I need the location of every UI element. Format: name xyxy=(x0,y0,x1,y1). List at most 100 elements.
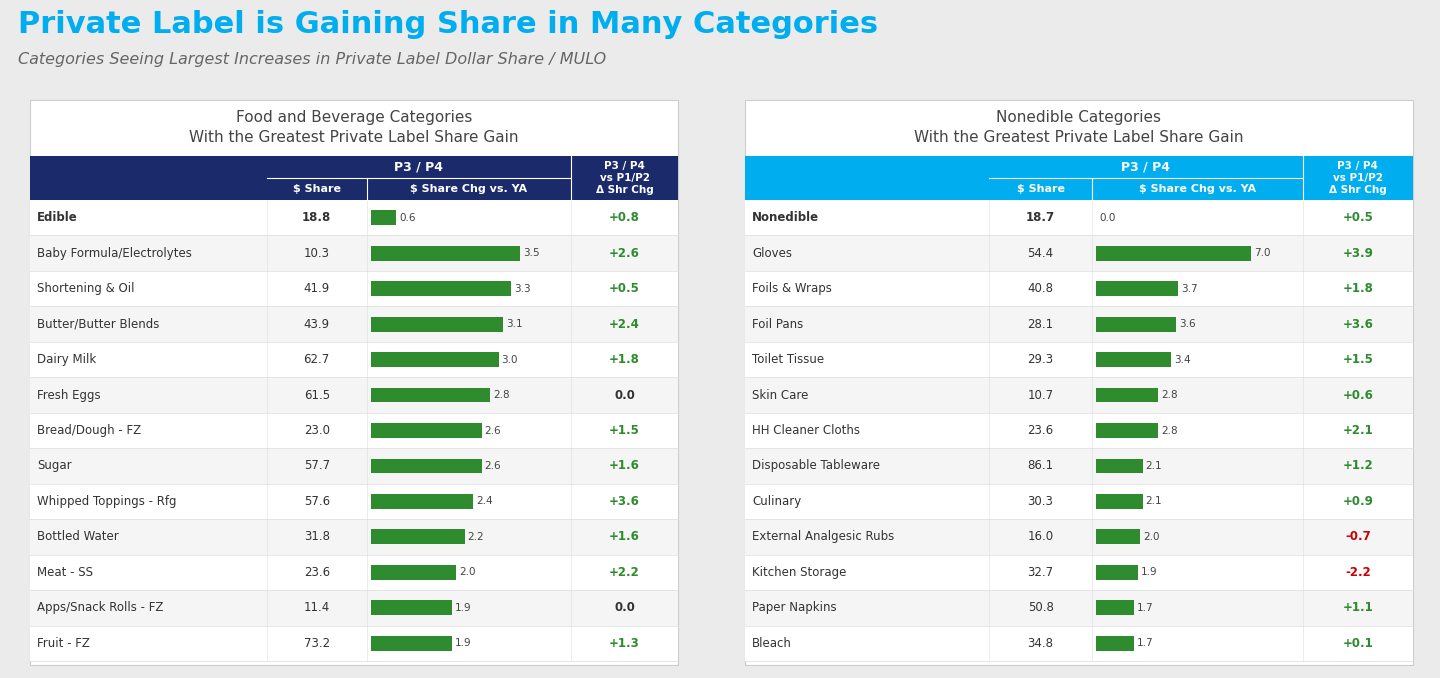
Text: Butter/Butter Blends: Butter/Butter Blends xyxy=(37,317,160,331)
Text: $ Share Chg vs. YA: $ Share Chg vs. YA xyxy=(1139,184,1256,194)
Text: 34.8: 34.8 xyxy=(1028,637,1054,650)
Bar xyxy=(744,271,1413,306)
Bar xyxy=(1096,423,1158,438)
Text: With the Greatest Private Label Share Gain: With the Greatest Private Label Share Ga… xyxy=(914,130,1244,145)
Bar xyxy=(1096,245,1251,260)
Text: +1.5: +1.5 xyxy=(609,424,639,437)
Text: +0.1: +0.1 xyxy=(1342,637,1374,650)
Text: 3.1: 3.1 xyxy=(505,319,523,329)
Text: Edible: Edible xyxy=(37,212,78,224)
Bar xyxy=(30,590,678,626)
Text: Bread/Dough - FZ: Bread/Dough - FZ xyxy=(37,424,141,437)
Bar xyxy=(1096,494,1143,509)
Bar xyxy=(30,271,678,306)
Text: 3.6: 3.6 xyxy=(1179,319,1195,329)
Text: Paper Napkins: Paper Napkins xyxy=(752,601,837,614)
Bar xyxy=(372,458,481,473)
Bar xyxy=(372,317,503,332)
Text: Sugar: Sugar xyxy=(37,460,72,473)
Text: 16.0: 16.0 xyxy=(1028,530,1054,543)
Bar xyxy=(372,352,498,367)
Bar xyxy=(372,245,520,260)
Text: 1.7: 1.7 xyxy=(1136,603,1153,613)
Text: +3.6: +3.6 xyxy=(609,495,639,508)
Bar xyxy=(30,413,678,448)
Text: +1.6: +1.6 xyxy=(609,530,639,543)
Text: 18.7: 18.7 xyxy=(1027,212,1056,224)
Text: Kitchen Storage: Kitchen Storage xyxy=(752,566,847,579)
Text: 2.8: 2.8 xyxy=(1161,390,1178,400)
Text: P3 / P4
vs P1/P2
Δ Shr Chg: P3 / P4 vs P1/P2 Δ Shr Chg xyxy=(1329,161,1387,195)
Bar xyxy=(30,483,678,519)
Text: 2.0: 2.0 xyxy=(459,567,475,578)
Text: +1.1: +1.1 xyxy=(1342,601,1374,614)
Text: 23.6: 23.6 xyxy=(1028,424,1054,437)
Text: +1.6: +1.6 xyxy=(609,460,639,473)
Text: +1.5: +1.5 xyxy=(1342,353,1374,366)
Bar xyxy=(744,100,1413,665)
Bar xyxy=(744,483,1413,519)
Bar xyxy=(1096,530,1140,544)
Text: 1.9: 1.9 xyxy=(455,638,471,648)
Text: 2.0: 2.0 xyxy=(1143,532,1161,542)
Bar xyxy=(30,342,678,378)
Text: Foil Pans: Foil Pans xyxy=(752,317,804,331)
Text: 54.4: 54.4 xyxy=(1028,247,1054,260)
Bar xyxy=(372,281,511,296)
Text: 10.3: 10.3 xyxy=(304,247,330,260)
Bar xyxy=(1096,352,1171,367)
Bar xyxy=(372,636,452,651)
Bar xyxy=(744,413,1413,448)
Text: Toilet Tissue: Toilet Tissue xyxy=(752,353,824,366)
Text: Disposable Tableware: Disposable Tableware xyxy=(752,460,880,473)
Text: 2.8: 2.8 xyxy=(1161,426,1178,435)
Bar xyxy=(744,306,1413,342)
Bar xyxy=(1096,565,1138,580)
Text: 40.8: 40.8 xyxy=(1028,282,1054,295)
Text: Categories Seeing Largest Increases in Private Label Dollar Share / MULO: Categories Seeing Largest Increases in P… xyxy=(17,52,606,67)
Bar xyxy=(744,378,1413,413)
Text: 0.0: 0.0 xyxy=(1099,213,1116,223)
Bar xyxy=(372,423,481,438)
Text: -0.7: -0.7 xyxy=(1345,530,1371,543)
Text: 0.0: 0.0 xyxy=(613,388,635,401)
Text: 73.2: 73.2 xyxy=(304,637,330,650)
Text: 86.1: 86.1 xyxy=(1028,460,1054,473)
Bar xyxy=(30,555,678,590)
Text: +1.8: +1.8 xyxy=(609,353,639,366)
Bar xyxy=(372,210,396,225)
Text: Gloves: Gloves xyxy=(752,247,792,260)
Text: HH Cleaner Cloths: HH Cleaner Cloths xyxy=(752,424,860,437)
Text: +0.6: +0.6 xyxy=(1342,388,1374,401)
Text: 11.4: 11.4 xyxy=(304,601,330,614)
Text: P3 / P4: P3 / P4 xyxy=(1122,161,1171,174)
Text: 57.6: 57.6 xyxy=(304,495,330,508)
Bar xyxy=(30,156,678,200)
Bar xyxy=(744,342,1413,378)
Bar xyxy=(372,388,490,403)
Text: +1.2: +1.2 xyxy=(1342,460,1374,473)
Text: 31.8: 31.8 xyxy=(304,530,330,543)
Text: 3.3: 3.3 xyxy=(514,283,531,294)
Text: Private Label is Gaining Share in Many Categories: Private Label is Gaining Share in Many C… xyxy=(17,10,878,39)
Text: 23.6: 23.6 xyxy=(304,566,330,579)
Text: 57.7: 57.7 xyxy=(304,460,330,473)
Bar xyxy=(744,590,1413,626)
Text: 3.4: 3.4 xyxy=(1175,355,1191,365)
Text: Food and Beverage Categories: Food and Beverage Categories xyxy=(236,110,472,125)
Text: +0.9: +0.9 xyxy=(1342,495,1374,508)
Text: Culinary: Culinary xyxy=(752,495,801,508)
Bar xyxy=(744,200,1413,235)
Text: +1.8: +1.8 xyxy=(1342,282,1374,295)
Text: 28.1: 28.1 xyxy=(1028,317,1054,331)
Text: Whipped Toppings - Rfg: Whipped Toppings - Rfg xyxy=(37,495,177,508)
Bar xyxy=(30,378,678,413)
Text: 1.9: 1.9 xyxy=(1142,567,1158,578)
Text: $ Share Chg vs. YA: $ Share Chg vs. YA xyxy=(410,184,527,194)
Text: $ Share: $ Share xyxy=(292,184,341,194)
Bar xyxy=(744,448,1413,483)
Text: 0.0: 0.0 xyxy=(613,601,635,614)
Bar xyxy=(744,555,1413,590)
Text: Baby Formula/Electrolytes: Baby Formula/Electrolytes xyxy=(37,247,192,260)
Bar xyxy=(372,565,456,580)
